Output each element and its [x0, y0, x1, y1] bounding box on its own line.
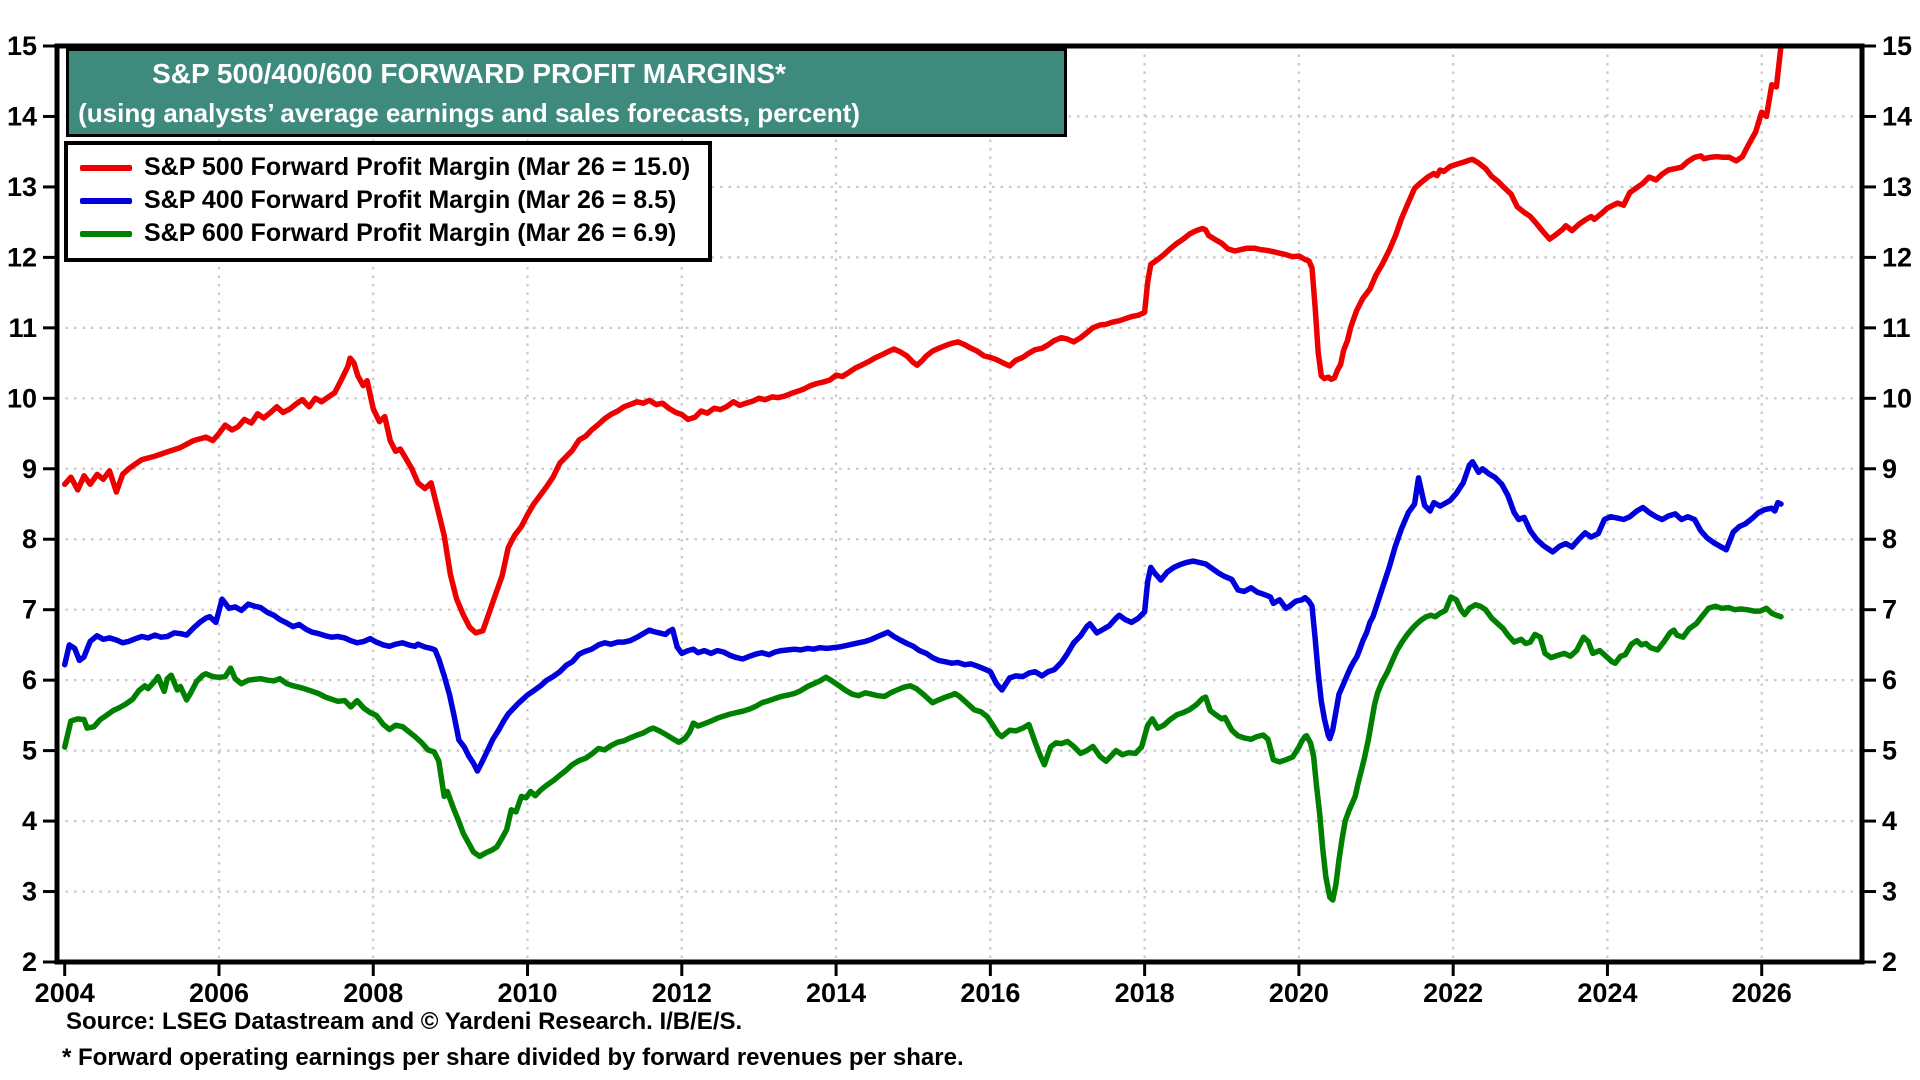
y-tick-label-left-10: 10 — [7, 383, 37, 413]
x-tick-label-2010: 2010 — [497, 978, 557, 1008]
y-tick-label-left-3: 3 — [22, 877, 37, 907]
y-tick-label-left-6: 6 — [22, 665, 37, 695]
y-tick-label-right-15: 15 — [1882, 31, 1912, 61]
sp500-line-swatch — [80, 164, 132, 171]
sp600-line-swatch — [80, 230, 132, 237]
series-line-s-p-500-forward-profit-margin — [61, 43, 1784, 636]
y-tick-label-left-15: 15 — [7, 31, 37, 61]
y-tick-label-right-13: 13 — [1882, 172, 1912, 202]
legend-label-sp400: S&P 400 Forward Profit Margin (Mar 26 = … — [144, 186, 677, 214]
x-tick-label-2026: 2026 — [1732, 978, 1792, 1008]
x-tick-label-2024: 2024 — [1577, 978, 1637, 1008]
y-tick-label-left-2: 2 — [22, 947, 37, 977]
legend-item-sp400: S&P 400 Forward Profit Margin (Mar 26 = … — [80, 184, 696, 217]
y-tick-label-right-2: 2 — [1882, 947, 1897, 977]
y-tick-label-left-8: 8 — [22, 524, 37, 554]
y-tick-label-right-8: 8 — [1882, 524, 1897, 554]
y-tick-label-left-11: 11 — [8, 313, 37, 343]
y-tick-label-left-4: 4 — [22, 806, 37, 836]
x-tick-label-2016: 2016 — [960, 978, 1020, 1008]
x-tick-label-2014: 2014 — [806, 978, 866, 1008]
y-tick-label-right-10: 10 — [1882, 383, 1912, 413]
x-tick-label-2008: 2008 — [343, 978, 403, 1008]
chart-title: S&P 500/400/600 FORWARD PROFIT MARGINS* — [152, 57, 786, 89]
y-tick-label-right-11: 11 — [1882, 313, 1911, 343]
y-tick-label-right-5: 5 — [1882, 736, 1897, 766]
y-tick-label-left-14: 14 — [7, 101, 37, 131]
y-tick-label-left-7: 7 — [22, 595, 37, 625]
x-tick-label-2012: 2012 — [652, 978, 712, 1008]
y-tick-label-left-13: 13 — [7, 172, 37, 202]
footnote: * Forward operating earnings per share d… — [62, 1044, 964, 1071]
y-tick-label-left-9: 9 — [22, 454, 37, 484]
legend-item-sp500: S&P 500 Forward Profit Margin (Mar 26 = … — [80, 151, 696, 184]
y-tick-label-right-3: 3 — [1882, 877, 1897, 907]
x-tick-label-2020: 2020 — [1269, 978, 1329, 1008]
sp400-line-swatch — [80, 197, 132, 204]
x-tick-label-2022: 2022 — [1423, 978, 1483, 1008]
y-tick-label-left-12: 12 — [7, 242, 37, 272]
legend: S&P 500 Forward Profit Margin (Mar 26 = … — [64, 141, 712, 262]
source-attribution: Source: LSEG Datastream and © Yardeni Re… — [66, 1008, 743, 1035]
y-tick-label-right-4: 4 — [1882, 806, 1897, 836]
x-tick-label-2006: 2006 — [189, 978, 249, 1008]
y-tick-label-right-12: 12 — [1882, 242, 1912, 272]
y-tick-label-right-7: 7 — [1882, 595, 1897, 625]
series-line-s-p-600-forward-profit-margin — [61, 594, 1784, 903]
y-tick-label-right-9: 9 — [1882, 454, 1897, 484]
y-tick-label-left-5: 5 — [22, 736, 37, 766]
legend-label-sp500: S&P 500 Forward Profit Margin (Mar 26 = … — [144, 153, 691, 181]
chart-subtitle: (using analysts’ average earnings and sa… — [78, 97, 860, 128]
chart-title-box: S&P 500/400/600 FORWARD PROFIT MARGINS* … — [66, 48, 1067, 137]
series-line-s-p-400-forward-profit-margin — [61, 458, 1784, 774]
legend-item-sp600: S&P 600 Forward Profit Margin (Mar 26 = … — [80, 217, 696, 250]
legend-label-sp600: S&P 600 Forward Profit Margin (Mar 26 = … — [144, 219, 677, 247]
x-tick-label-2018: 2018 — [1115, 978, 1175, 1008]
y-tick-label-right-14: 14 — [1882, 101, 1912, 131]
plot-border — [54, 43, 1865, 965]
x-tick-label-2004: 2004 — [35, 978, 95, 1008]
y-tick-label-right-6: 6 — [1882, 665, 1897, 695]
